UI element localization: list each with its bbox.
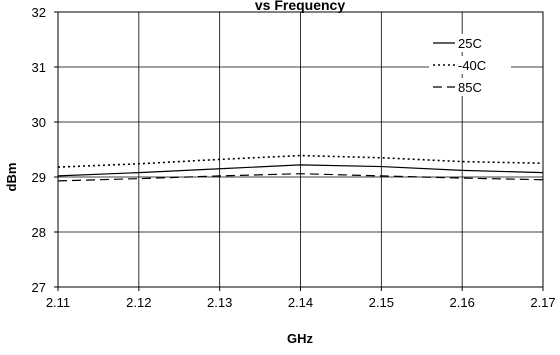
x-tick-label: 2.16 [450,295,475,310]
series-line-25c [57,164,544,177]
legend-item: 85C [429,78,511,96]
x-axis-label: GHz [287,331,314,346]
y-axis-label: dBm [4,163,19,192]
legend: 25C -40C 85C [429,34,511,96]
y-tick-label: 29 [32,170,46,185]
legend-item: -40C [429,56,511,74]
y-tick-label: 32 [32,5,46,20]
y-tick-label: 27 [32,280,46,295]
x-tick-label: 2.13 [207,295,232,310]
chart-title: vs Frequency [255,0,345,13]
series-line-85c [57,173,544,182]
series-layer [57,154,544,182]
plot-area [57,11,544,288]
x-tick-label: 2.14 [288,295,313,310]
legend-label: 85C [458,80,482,95]
x-tick-label: 2.11 [46,295,70,310]
x-axis-ticks: 2.11 2.12 2.13 2.14 2.15 2.16 2.17 [46,287,556,310]
y-tick-label: 30 [32,115,46,130]
y-axis-ticks: 27 28 29 30 31 32 [32,5,58,295]
legend-item-background [429,56,511,74]
legend-item-background [429,34,511,52]
y-tick-label: 28 [32,225,46,240]
y-tick-label: 31 [32,60,46,75]
legend-label: -40C [458,58,486,73]
x-tick-label: 2.17 [530,295,555,310]
legend-item-background [429,78,511,96]
legend-label: 25C [458,36,482,51]
x-tick-label: 2.12 [126,295,151,310]
legend-item: 25C [429,34,511,52]
series-line-40c [57,154,544,168]
x-tick-label: 2.15 [369,295,394,310]
